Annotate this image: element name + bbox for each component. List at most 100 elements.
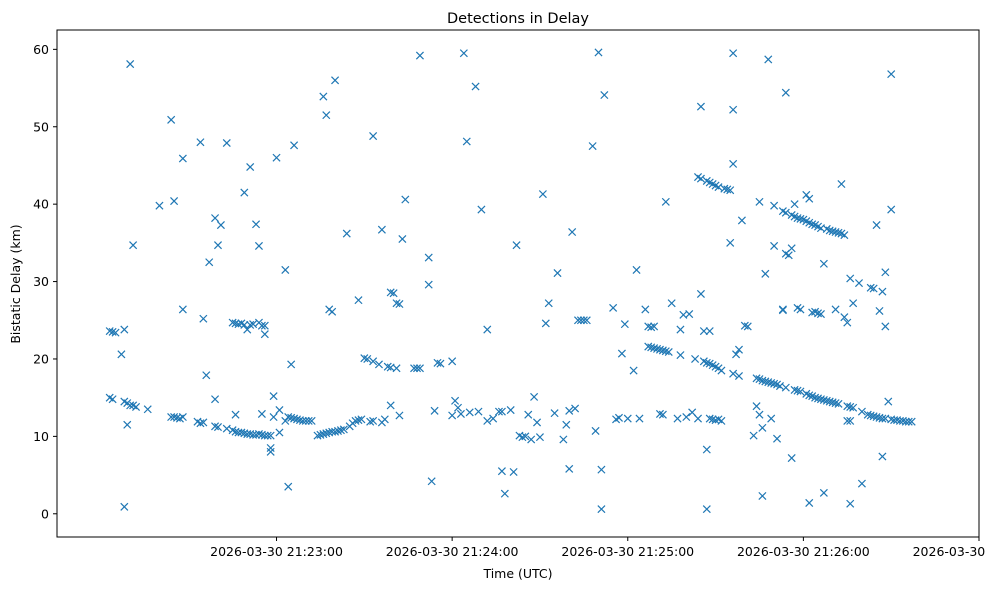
data-point: [866, 283, 875, 292]
data-point: [828, 227, 837, 236]
data-point: [462, 137, 471, 146]
data-point: [796, 214, 805, 223]
data-point: [290, 141, 299, 150]
data-point: [497, 467, 506, 476]
data-point: [518, 433, 527, 442]
data-point: [126, 60, 135, 69]
data-point: [872, 412, 881, 422]
data-point: [322, 429, 331, 438]
data-point: [843, 318, 852, 327]
data-point: [831, 305, 840, 314]
data-point: [828, 398, 837, 407]
data-point: [377, 225, 386, 234]
data-point: [781, 208, 790, 217]
data-point: [126, 401, 135, 410]
data-point: [770, 379, 779, 388]
data-point: [641, 305, 650, 314]
data-point: [527, 435, 536, 444]
data-point: [653, 344, 662, 353]
data-point: [869, 284, 878, 293]
data-point: [108, 395, 117, 404]
data-point: [568, 228, 577, 237]
data-point: [866, 411, 875, 420]
data-point: [213, 423, 223, 432]
data-point: [228, 318, 237, 327]
data-point: [582, 316, 591, 325]
data-point: [471, 82, 480, 91]
data-point: [696, 174, 705, 183]
data-point: [240, 320, 249, 329]
data-point: [424, 253, 433, 262]
data-point: [764, 55, 773, 64]
data-point: [316, 430, 325, 439]
data-point: [415, 51, 424, 60]
data-point: [369, 416, 378, 425]
data-point: [723, 185, 732, 194]
data-point: [178, 412, 187, 422]
data-point: [410, 364, 419, 373]
data-point: [869, 412, 878, 421]
chart-title: Detections in Delay: [447, 11, 589, 27]
data-point: [702, 505, 711, 514]
y-axis: 0 10 20 30 40 50 60: [33, 42, 57, 521]
data-point: [849, 403, 858, 412]
y-tick-label: 20: [33, 351, 49, 366]
data-point: [559, 435, 568, 444]
data-point: [351, 416, 360, 425]
data-point: [778, 306, 787, 315]
data-point: [773, 434, 782, 443]
data-point: [535, 433, 544, 442]
data-point: [252, 430, 261, 439]
data-point: [837, 180, 846, 189]
data-point: [846, 499, 855, 508]
data-point: [266, 443, 275, 453]
data-point: [796, 305, 805, 314]
data-point: [269, 392, 278, 401]
y-tick-label: 30: [33, 274, 49, 289]
data-point: [743, 322, 752, 331]
data-point: [796, 387, 805, 396]
data-point: [887, 70, 896, 79]
data-point: [380, 415, 389, 424]
data-point: [781, 383, 790, 392]
data-point: [366, 417, 375, 426]
data-point: [737, 216, 746, 225]
data-point: [301, 416, 310, 425]
data-point: [222, 138, 231, 148]
data-point: [617, 349, 626, 358]
data-point: [120, 325, 129, 334]
data-point: [846, 274, 855, 283]
data-point: [831, 399, 840, 408]
x-tick-label: 2026-03-30 21:26:00: [737, 544, 870, 559]
data-markers: [105, 48, 916, 514]
data-point: [246, 162, 255, 172]
data-point: [708, 415, 717, 424]
data-point: [266, 431, 275, 440]
data-point: [550, 409, 559, 418]
data-point: [702, 445, 711, 454]
data-point: [509, 467, 518, 477]
data-point: [758, 423, 767, 432]
data-point: [594, 48, 603, 57]
data-point: [816, 395, 825, 404]
y-tick-label: 50: [33, 119, 49, 134]
data-point: [319, 92, 328, 101]
data-point: [202, 371, 211, 380]
data-point: [843, 402, 852, 411]
data-point: [252, 220, 261, 229]
data-point: [784, 251, 793, 260]
data-point: [597, 465, 606, 474]
data-point: [843, 416, 852, 425]
data-point: [500, 489, 509, 498]
data-point: [629, 366, 638, 375]
data-point: [412, 364, 422, 373]
data-point: [275, 406, 284, 415]
data-point: [872, 221, 881, 230]
data-point: [875, 306, 884, 316]
data-point: [729, 49, 738, 58]
data-point: [846, 402, 855, 411]
data-point: [459, 49, 468, 58]
data-point: [819, 488, 828, 497]
data-point: [693, 414, 703, 423]
